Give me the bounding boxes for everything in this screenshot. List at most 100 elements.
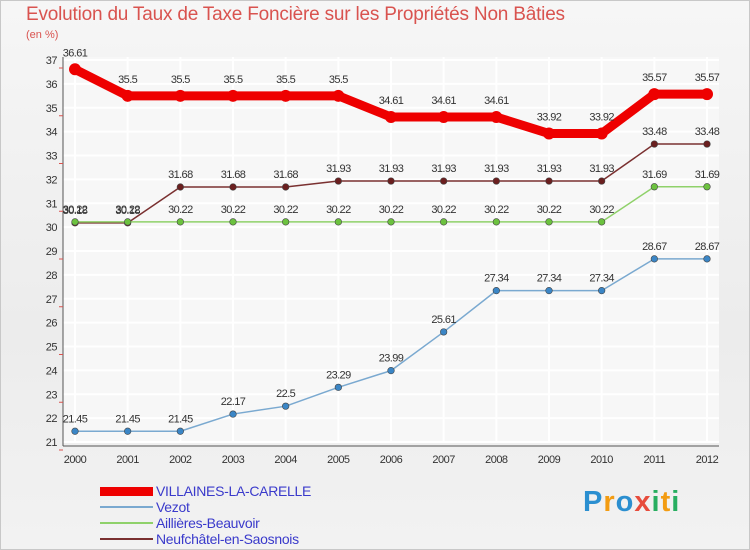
logo-letter: o bbox=[615, 486, 635, 518]
data-point bbox=[229, 218, 237, 226]
legend-label: Neufchâtel-en-Saosnois bbox=[156, 531, 299, 547]
x-tick-label: 2010 bbox=[590, 454, 613, 466]
data-label: 30.22 bbox=[273, 204, 298, 216]
data-point bbox=[334, 218, 342, 226]
data-label: 31.68 bbox=[168, 169, 193, 181]
data-point bbox=[69, 63, 81, 76]
x-tick-label: 2005 bbox=[327, 454, 350, 466]
y-tick-label: 22 bbox=[46, 413, 58, 425]
axes: 21 22 23 24 25 26 27 28 29 30 31 32 33 34 35 36 37 2000 20… bbox=[46, 55, 719, 466]
data-point bbox=[703, 140, 711, 148]
data-point bbox=[332, 89, 345, 102]
legend-label: Vezot bbox=[156, 499, 190, 515]
data-label: 30.22 bbox=[168, 204, 193, 216]
y-tick-label: 35 bbox=[46, 103, 58, 115]
data-point bbox=[176, 218, 184, 226]
y-tick-label: 25 bbox=[46, 342, 58, 354]
data-point bbox=[543, 127, 555, 140]
data-point bbox=[648, 88, 661, 101]
data-point bbox=[176, 427, 184, 435]
data-label: 22.5 bbox=[276, 388, 295, 400]
x-tick-label: 2000 bbox=[64, 454, 87, 466]
data-label: 33.92 bbox=[537, 112, 562, 124]
x-tick-label: 2007 bbox=[432, 454, 455, 466]
data-point bbox=[703, 183, 711, 191]
data-point bbox=[387, 218, 395, 226]
y-tick-label: 29 bbox=[46, 246, 58, 258]
data-point bbox=[650, 255, 658, 263]
data-label: 30.22 bbox=[484, 204, 509, 216]
data-label: 34.61 bbox=[484, 95, 509, 107]
series-group bbox=[69, 63, 713, 435]
data-label: 30.22 bbox=[589, 204, 614, 216]
data-point bbox=[282, 218, 290, 226]
data-label: 30.22 bbox=[63, 204, 88, 216]
y-tick-label: 27 bbox=[46, 294, 58, 306]
data-label: 31.93 bbox=[537, 163, 562, 175]
data-point bbox=[440, 328, 448, 336]
data-point bbox=[492, 287, 500, 295]
data-point bbox=[598, 287, 606, 295]
x-tick-label: 2012 bbox=[696, 454, 719, 466]
y-tick-label: 21 bbox=[46, 437, 58, 449]
logo-letter: i bbox=[671, 486, 681, 518]
data-label: 23.29 bbox=[326, 369, 351, 381]
logo-letter: P bbox=[583, 486, 604, 518]
data-point bbox=[124, 427, 132, 435]
data-label: 35.5 bbox=[118, 74, 137, 86]
data-label: 23.99 bbox=[379, 353, 404, 365]
data-label: 30.18 bbox=[63, 205, 88, 217]
data-point bbox=[176, 183, 184, 191]
data-point bbox=[174, 89, 187, 102]
data-label: 21.45 bbox=[168, 413, 193, 425]
data-label: 30.22 bbox=[379, 204, 404, 216]
data-label: 34.61 bbox=[431, 95, 456, 107]
data-point bbox=[71, 427, 79, 435]
data-label: 31.93 bbox=[589, 163, 614, 175]
legend-label: Aillières-Beauvoir bbox=[156, 515, 260, 531]
x-tick-label: 2001 bbox=[116, 454, 139, 466]
data-label: 31.93 bbox=[379, 163, 404, 175]
chart-title: Evolution du Taux de Taxe Foncière sur l… bbox=[26, 4, 565, 25]
data-point bbox=[650, 183, 658, 191]
data-label: 31.93 bbox=[326, 163, 351, 175]
data-point bbox=[545, 218, 553, 226]
proxiti-logo: Proxiti bbox=[583, 486, 680, 519]
data-label: 36.61 bbox=[63, 47, 88, 59]
data-point bbox=[492, 218, 500, 226]
data-label: 31.93 bbox=[484, 163, 509, 175]
data-label: 27.34 bbox=[589, 273, 614, 285]
logo-letter: i bbox=[651, 486, 661, 518]
data-label: 31.68 bbox=[273, 169, 298, 181]
y-tick-label: 33 bbox=[46, 151, 58, 163]
data-label: 33.92 bbox=[589, 112, 614, 124]
data-point bbox=[387, 177, 395, 185]
data-label: 21.45 bbox=[115, 413, 140, 425]
y-tick-label: 30 bbox=[46, 222, 58, 234]
data-point bbox=[282, 402, 290, 410]
data-label: 27.34 bbox=[537, 273, 562, 285]
x-tick-label: 2002 bbox=[169, 454, 192, 466]
x-tick-label: 2009 bbox=[538, 454, 561, 466]
data-label: 35.57 bbox=[642, 72, 667, 84]
data-point bbox=[595, 127, 608, 140]
y-tick-label: 23 bbox=[46, 389, 58, 401]
data-label: 33.48 bbox=[642, 126, 667, 138]
data-point bbox=[229, 183, 237, 191]
data-label: 22.17 bbox=[221, 396, 246, 408]
data-label: 31.69 bbox=[642, 169, 667, 181]
data-label: 28.67 bbox=[642, 241, 667, 253]
data-label: 31.68 bbox=[221, 169, 246, 181]
data-point bbox=[229, 410, 237, 418]
x-tick-label: 2003 bbox=[222, 454, 245, 466]
data-label: 30.18 bbox=[115, 205, 140, 217]
data-label: 35.57 bbox=[695, 72, 720, 84]
y-tick-label: 36 bbox=[46, 79, 58, 91]
data-point bbox=[701, 88, 713, 101]
x-tick-label: 2004 bbox=[274, 454, 297, 466]
data-point bbox=[490, 111, 503, 124]
data-point bbox=[334, 177, 342, 185]
y-tick-label: 26 bbox=[46, 318, 58, 330]
data-point bbox=[440, 218, 448, 226]
data-label: 30.22 bbox=[431, 204, 456, 216]
